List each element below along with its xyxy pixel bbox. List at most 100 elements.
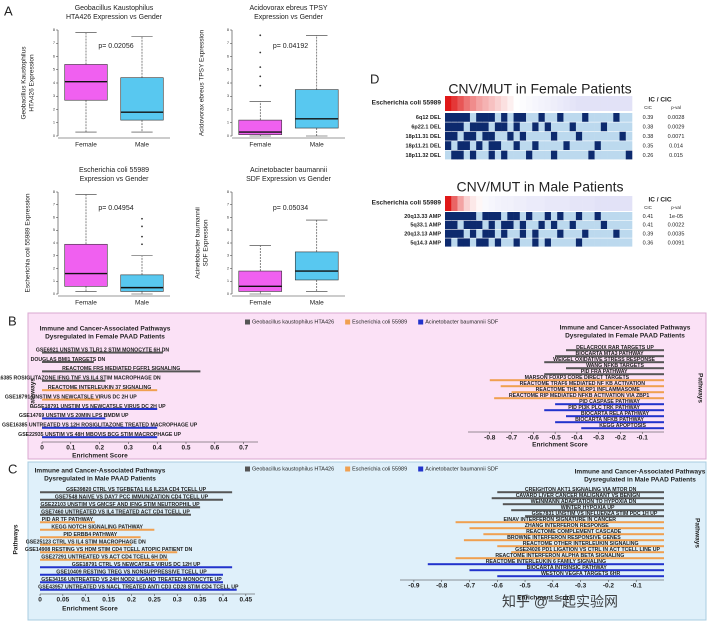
score-cell	[532, 196, 539, 211]
outlier	[259, 34, 262, 37]
heatmap-cell	[482, 238, 489, 247]
row-label: 18p11.32 DEL	[406, 153, 442, 159]
heatmap-cell	[451, 131, 458, 141]
heatmap-cell	[507, 122, 514, 132]
heatmap-cell	[519, 229, 527, 238]
score-cell	[575, 96, 583, 111]
p-value: p= 0.04192	[273, 43, 308, 50]
boxplot-title: Escherichia coli 55989	[79, 167, 149, 174]
heatmap-cell	[519, 238, 527, 247]
heatmap-cell	[607, 122, 614, 132]
heatmap-cell	[469, 113, 477, 122]
heatmap-cell	[619, 150, 627, 160]
heatmap-cell	[625, 113, 633, 122]
heatmap-cell	[575, 220, 583, 229]
heatmap-cell	[488, 150, 496, 160]
heatmap-cell	[526, 113, 533, 122]
bar	[525, 515, 664, 518]
bar-label: BIOCARTA NFKB PATHWAY	[575, 417, 644, 423]
score-cell	[569, 196, 577, 211]
chart-title: Immune and Cancer-Associated Pathways	[40, 326, 171, 333]
bar-label: WEINMANN ADAPTATION TO HYPOXIA DN	[531, 499, 637, 505]
y-tick-label: 6	[53, 215, 55, 219]
y-tick-label: 0	[53, 134, 55, 138]
bar-label: GSE22103 UNSTIM VS GMCSF AND IFNG STIM N…	[40, 502, 200, 508]
y-axis-label: Pathways	[696, 373, 703, 403]
heatmap-cell	[494, 141, 502, 150]
heatmap-cell	[513, 220, 521, 229]
score-cell	[594, 196, 602, 211]
y-tick-label: 3	[227, 94, 229, 98]
outlier	[259, 51, 262, 54]
header-cic: CIC	[644, 205, 653, 210]
heatmap-cell	[557, 131, 564, 141]
bar-label: GSE25123 CTRL VS IL4 STIM MACROPHAGE DN	[26, 540, 146, 546]
heatmap-cell	[619, 131, 627, 141]
heatmap-cell	[457, 220, 464, 229]
heatmap-cell	[507, 220, 514, 229]
heatmap-cell	[445, 238, 452, 247]
outlier	[141, 243, 143, 246]
bar-label: REACTOME FRS MEDIATED FGFR1 SIGNALING	[62, 366, 180, 372]
ic-value: 0.35	[643, 143, 654, 149]
score-cell	[488, 96, 496, 111]
score-cell	[607, 196, 614, 211]
heatmap-cell	[600, 113, 608, 122]
heatmap-cell	[469, 229, 477, 238]
heatmap-cell	[588, 229, 595, 238]
heatmap-cell	[588, 122, 595, 132]
heatmap-cell	[582, 131, 589, 141]
p-value: p= 0.04954	[98, 205, 133, 212]
heatmap-cell	[557, 150, 564, 160]
y-tick-label: 8	[227, 190, 229, 194]
heatmap-cell	[507, 212, 514, 221]
ic-value: 0.38	[643, 125, 654, 131]
score-cell	[463, 196, 471, 211]
heatmap-cell	[588, 150, 595, 160]
bar	[42, 436, 158, 439]
heatmap-cell	[476, 238, 483, 247]
heatmap-cell	[550, 150, 558, 160]
heatmap-cell	[550, 141, 558, 150]
legend-label: Geobacillus kaustophilus HTA426	[252, 319, 334, 325]
heatmap-cell	[451, 150, 458, 160]
bar	[40, 566, 233, 569]
bar-label: KEGG APOPTOSIS	[599, 423, 646, 429]
heatmap-cell	[588, 238, 595, 247]
heatmap-cell	[557, 122, 564, 132]
boxplot-y-label: Acidovorax ebreus TPSY Expression	[199, 29, 206, 136]
heatmap-cell	[507, 131, 514, 141]
score-cell	[532, 96, 539, 111]
ic-value: 0.39	[643, 115, 654, 121]
heatmap-cell	[538, 220, 546, 229]
score-cell	[445, 96, 452, 111]
heatmap-cell	[507, 150, 514, 160]
score-cell	[625, 96, 633, 111]
bar-label: WINTER HYPOXIA UP	[561, 505, 615, 511]
boxplot-title: Expression vs Gender	[80, 176, 150, 183]
heatmap-cell	[469, 238, 477, 247]
heatmap-cell	[488, 113, 496, 122]
heatmap-cell	[613, 212, 620, 221]
bar-label: WEIGEL OXIDATIVE STRESS RESPONSE	[553, 357, 655, 363]
x-tick-label: 0.7	[239, 445, 248, 452]
boxplot-y-label: Escherichia coli 55989 Expression	[25, 193, 32, 292]
heatmap-cell	[619, 229, 627, 238]
y-tick-label: 6	[227, 54, 229, 58]
heatmap-cell	[469, 150, 477, 160]
heatmap-cell	[607, 220, 614, 229]
y-tick-label: 4	[227, 81, 229, 85]
legend-label: Escherichia coli 55989	[352, 466, 407, 472]
heatmap-cell	[600, 229, 608, 238]
heatmap-cell	[519, 122, 527, 132]
heatmap-cell	[594, 220, 602, 229]
heatmap-cell	[538, 229, 546, 238]
heatmap-cell	[557, 229, 564, 238]
score-cell	[507, 96, 514, 111]
y-tick-label: 7	[227, 203, 229, 207]
heatmap-cell	[451, 220, 458, 229]
heatmap-cell	[575, 150, 583, 160]
y-tick-label: 2	[227, 107, 229, 111]
heatmap-cell	[557, 220, 564, 229]
x-tick-label: -0.7	[506, 435, 518, 442]
